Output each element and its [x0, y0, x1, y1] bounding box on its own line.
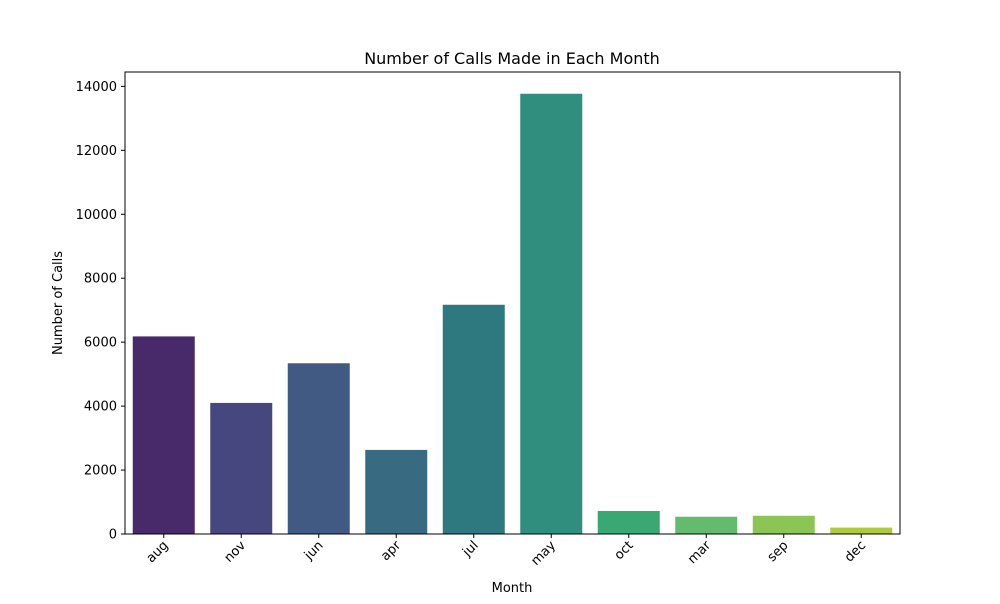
x-tick-label: jun: [301, 538, 327, 564]
x-axis-label: Month: [492, 581, 533, 596]
x-tick-label: nov: [222, 538, 250, 566]
x-tick-label: mar: [685, 538, 714, 567]
x-tick-label: aug: [144, 538, 172, 566]
x-tick-label: sep: [765, 538, 792, 565]
bars-group: [132, 93, 893, 535]
x-tick-label: apr: [378, 538, 404, 564]
bar-dec: [830, 527, 893, 534]
y-tick-label: 14000: [76, 80, 117, 95]
y-tick-label: 2000: [84, 464, 117, 479]
x-axis-ticks: aug nov jun apr jul may oct mar sep dec: [144, 534, 869, 569]
bar-oct: [597, 510, 660, 534]
bar-sep: [752, 515, 815, 534]
y-tick-label: 12000: [76, 144, 117, 159]
y-tick-label: 0: [109, 528, 117, 543]
y-tick-label: 4000: [84, 400, 117, 415]
x-tick-label: may: [528, 538, 559, 569]
bar-aug: [132, 336, 195, 534]
x-tick-label: jul: [459, 538, 481, 560]
chart-title: Number of Calls Made in Each Month: [364, 49, 660, 68]
x-tick-label: dec: [842, 538, 869, 565]
bar-nov: [210, 402, 273, 534]
y-tick-label: 6000: [84, 336, 117, 351]
bar-jul: [442, 304, 505, 534]
x-tick-label: oct: [612, 538, 637, 563]
y-tick-label: 10000: [76, 208, 117, 223]
bar-jun: [287, 363, 350, 534]
y-axis-ticks: 0 2000 4000 6000 8000 10000 12000 14000: [76, 80, 125, 543]
plot-area-frame: [124, 71, 901, 535]
y-tick-label: 8000: [84, 272, 117, 287]
bar-may: [520, 93, 583, 535]
y-axis-label: Number of Calls: [51, 251, 66, 355]
bar-mar: [675, 516, 738, 534]
bar-apr: [365, 449, 428, 534]
